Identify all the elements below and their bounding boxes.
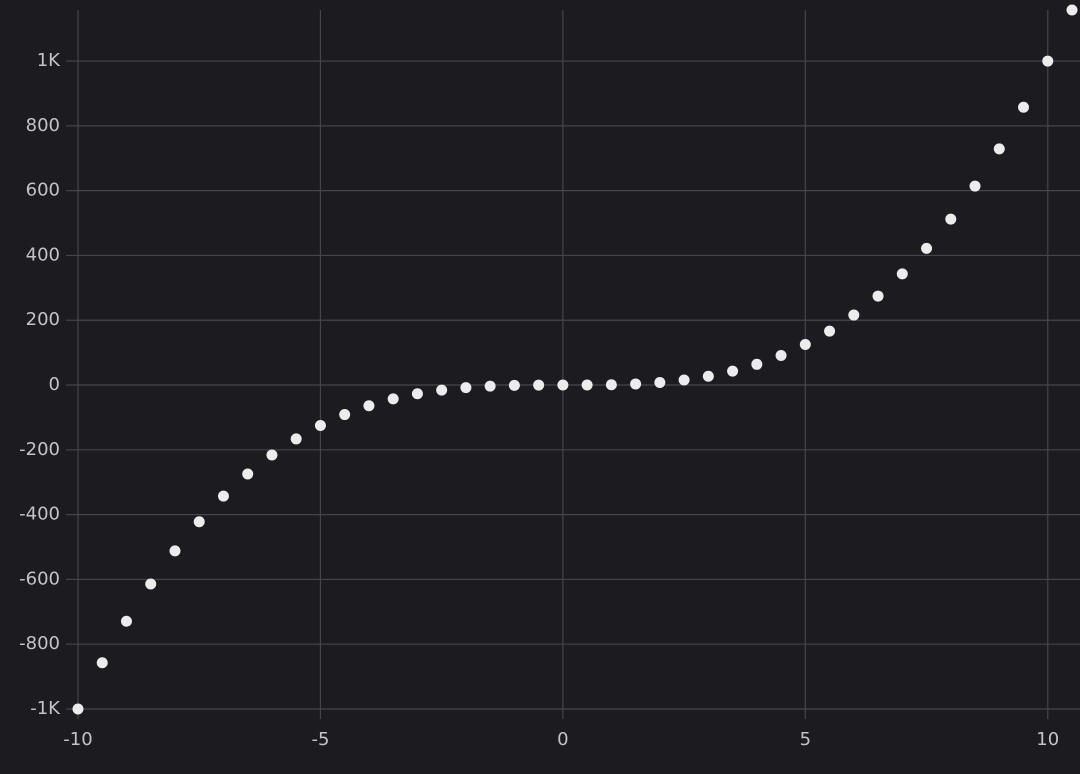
y-tick-label: 0 (49, 374, 60, 395)
point (266, 449, 278, 461)
point (848, 309, 860, 321)
point (314, 420, 326, 432)
point (217, 490, 229, 502)
y-tick-label: -600 (19, 568, 60, 589)
point (72, 703, 84, 715)
point (411, 388, 423, 400)
point (824, 325, 836, 337)
point (508, 379, 520, 391)
point (1066, 4, 1078, 16)
point (533, 379, 545, 391)
point (605, 379, 617, 391)
point (654, 376, 666, 388)
y-tick-label: 200 (26, 309, 60, 330)
y-tick-label: 1K (37, 50, 61, 71)
point (460, 382, 472, 394)
point (1018, 101, 1030, 113)
point (993, 143, 1005, 155)
point (702, 370, 714, 382)
y-tick-label: 800 (26, 115, 60, 136)
point (436, 384, 448, 396)
point (799, 339, 811, 351)
x-tick-label: 10 (1036, 729, 1059, 750)
y-tick-label: -1K (30, 698, 61, 719)
point (484, 380, 496, 392)
point (751, 358, 763, 370)
point (678, 374, 690, 386)
point (872, 290, 884, 302)
point (630, 378, 642, 390)
x-tick-label: 0 (557, 729, 568, 750)
point (387, 393, 399, 405)
point (557, 379, 569, 391)
point (896, 268, 908, 280)
x-tick-label: 5 (800, 729, 811, 750)
point (727, 365, 739, 377)
point (969, 180, 981, 192)
x-tick-label: -5 (311, 729, 329, 750)
x-tick-label: -10 (63, 729, 92, 750)
point (120, 615, 132, 627)
point (242, 468, 254, 480)
point (290, 433, 302, 445)
y-tick-label: 400 (26, 244, 60, 265)
point (96, 657, 108, 669)
y-tick-label: -800 (19, 633, 60, 654)
point (1042, 55, 1054, 67)
point (921, 242, 933, 254)
point (193, 516, 205, 528)
y-tick-label: 600 (26, 180, 60, 201)
point (339, 409, 351, 421)
point (945, 213, 957, 225)
y-tick-label: -400 (19, 504, 60, 525)
point (581, 379, 593, 391)
point (169, 545, 181, 557)
point (775, 350, 787, 362)
point (145, 578, 157, 590)
point (363, 400, 375, 412)
y-tick-label: -200 (19, 439, 60, 460)
